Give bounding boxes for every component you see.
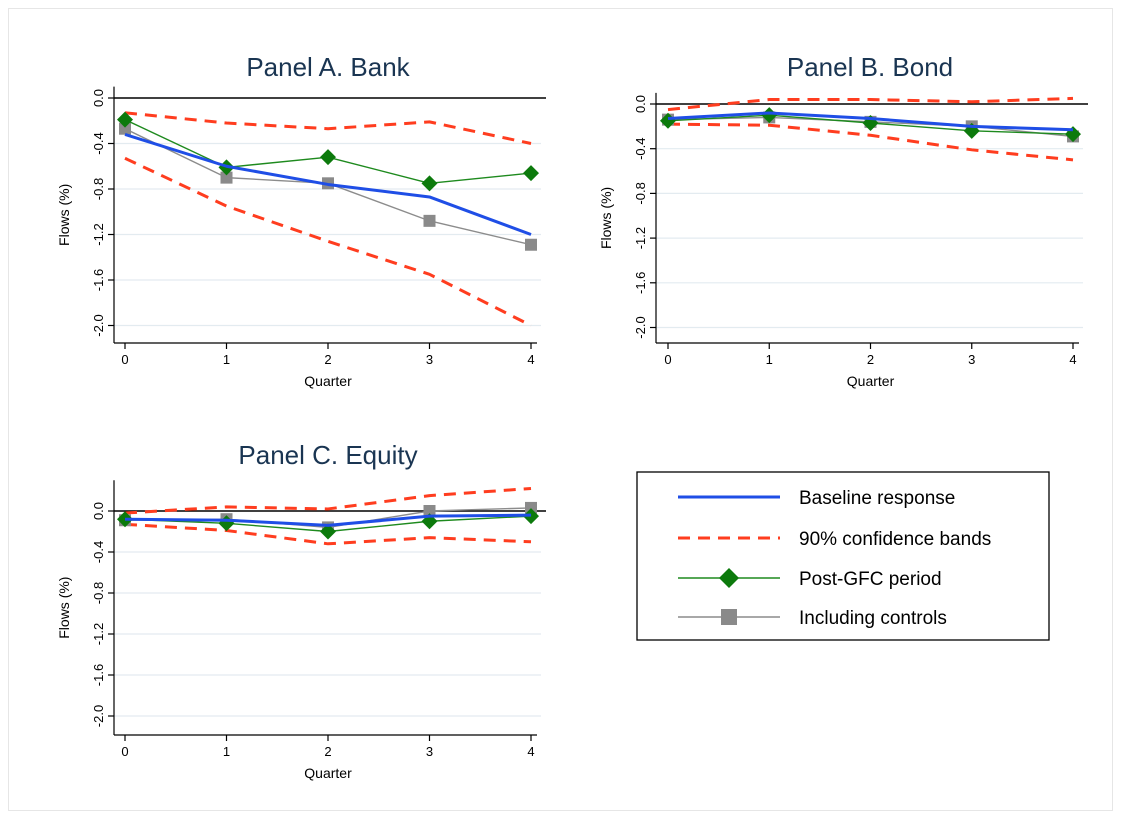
point-post-gfc — [761, 107, 778, 124]
y-tick-label: -0.8 — [633, 182, 648, 204]
x-tick-label: 0 — [664, 352, 671, 367]
y-tick-label: -0.4 — [633, 137, 648, 159]
x-tick-label: 3 — [426, 744, 433, 759]
series-line-lower-band — [124, 522, 532, 546]
point-controls — [423, 505, 436, 517]
y-axis-label: Flows (%) — [56, 577, 72, 639]
series-line-lower-band — [667, 122, 1074, 162]
x-tick-label: 0 — [121, 352, 128, 367]
legend-label: Post-GFC period — [799, 569, 942, 590]
x-tick-label: 2 — [324, 352, 331, 367]
series-line-upper-band — [124, 486, 532, 515]
point-post-gfc — [523, 165, 539, 182]
y-tick-label: -0.8 — [91, 178, 106, 200]
y-tick-label: 0.0 — [633, 95, 648, 113]
panel-b: Panel B. Bond 0.0 -0.4 -0.8 -1.2 -1.6 -2.0 0 1 2 3… — [598, 52, 1088, 389]
x-tick-label: 4 — [1069, 352, 1076, 367]
y-tick-label: 0.0 — [91, 502, 106, 520]
series-line-lower-band — [124, 156, 532, 327]
legend-marker-diamond — [719, 568, 739, 588]
y-tick-label: -1.6 — [633, 272, 648, 294]
point-post-gfc — [660, 112, 676, 129]
series-line-upper-band — [124, 111, 532, 145]
legend-item: Baseline response — [678, 488, 955, 509]
legend-marker-square — [721, 609, 737, 625]
x-axis-label: Quarter — [304, 373, 352, 389]
legend-item: Post-GFC period — [678, 568, 942, 590]
x-tick-label: 2 — [867, 352, 874, 367]
x-tick-label: 1 — [766, 352, 773, 367]
y-tick-label: -0.8 — [91, 582, 106, 604]
legend-label: 90% confidence bands — [799, 529, 991, 550]
y-tick-label: -2.0 — [633, 316, 648, 338]
legend-item: 90% confidence bands — [678, 529, 991, 550]
legend-item: Including controls — [678, 608, 947, 629]
point-controls — [525, 501, 537, 514]
legend-box — [636, 471, 1050, 641]
panel-title: Panel B. Bond — [787, 52, 953, 82]
panel-title: Panel C. Equity — [238, 440, 417, 470]
series-line-baseline — [667, 111, 1074, 132]
y-tick-label: -2.0 — [91, 705, 106, 727]
point-post-gfc — [421, 175, 438, 192]
panel-c: Panel C. Equity 0.0 -0.4 -0.8 -1.2 -1.6 -2.0 0 1… — [56, 440, 546, 781]
point-controls — [119, 122, 131, 135]
y-tick-label: -1.6 — [91, 664, 106, 686]
y-tick-label: -0.4 — [91, 132, 106, 154]
series-line-baseline — [124, 132, 532, 236]
x-tick-label: 3 — [426, 352, 433, 367]
x-axis-label: Quarter — [847, 373, 895, 389]
y-tick-label: -1.2 — [91, 623, 106, 645]
y-tick-label: -2.0 — [91, 314, 106, 336]
x-tick-label: 2 — [324, 744, 331, 759]
point-controls — [525, 238, 537, 251]
point-post-gfc — [117, 111, 133, 128]
legend: Baseline response 90% confidence bands Pos… — [636, 471, 1050, 641]
x-tick-label: 1 — [223, 352, 230, 367]
legend-label: Including controls — [799, 608, 947, 629]
point-post-gfc — [320, 149, 336, 166]
x-tick-label: 0 — [121, 744, 128, 759]
y-tick-label: -0.4 — [91, 541, 106, 563]
y-axis-label: Flows (%) — [56, 184, 72, 246]
x-tick-label: 1 — [223, 744, 230, 759]
panel-title: Panel A. Bank — [246, 52, 410, 82]
x-axis-label: Quarter — [304, 765, 352, 781]
x-tick-label: 3 — [968, 352, 975, 367]
y-tick-label: 0.0 — [91, 89, 106, 107]
point-post-gfc — [963, 122, 980, 139]
y-tick-label: -1.2 — [91, 223, 106, 245]
x-tick-label: 4 — [527, 744, 534, 759]
y-tick-label: -1.2 — [633, 227, 648, 249]
point-controls — [423, 214, 436, 227]
point-controls — [220, 171, 233, 184]
series-line-upper-band — [667, 96, 1074, 112]
series-line-baseline — [124, 513, 532, 527]
point-post-gfc — [320, 523, 336, 540]
panel-a: Panel A. Bank 0.0 -0.4 -0.8 -1.2 -1.6 -2.0 0 1 2 3… — [56, 52, 546, 389]
y-axis-label: Flows (%) — [598, 187, 614, 249]
x-tick-label: 4 — [527, 352, 534, 367]
legend-label: Baseline response — [799, 488, 955, 509]
y-tick-label: -1.6 — [91, 269, 106, 291]
figure-frame — [8, 8, 1113, 811]
